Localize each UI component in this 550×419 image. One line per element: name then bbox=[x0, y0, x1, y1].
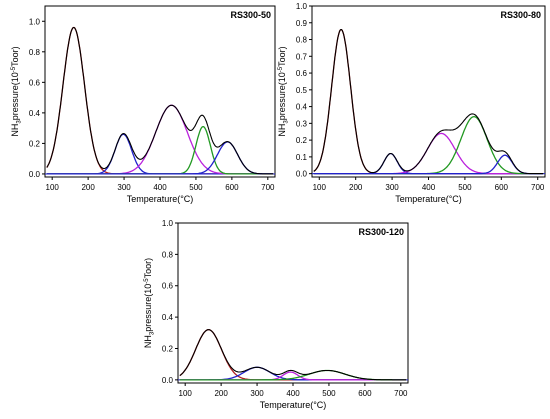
chart-title: RS300-120 bbox=[358, 227, 404, 237]
x-tick-label: 100 bbox=[313, 183, 327, 192]
x-tick-label: 100 bbox=[46, 183, 60, 192]
y-tick-label: 0.4 bbox=[162, 313, 174, 322]
chart-panel-1: 100 200 300 400 500 600 700 0.0 0.2 0.4 0.6 0.8 1.0 R… bbox=[10, 5, 276, 204]
peak-curve-4 bbox=[46, 126, 274, 175]
x-tick-label: 200 bbox=[81, 183, 95, 192]
envelope-curve bbox=[46, 26, 274, 175]
x-tick-label: 500 bbox=[189, 183, 203, 192]
envelope-curve bbox=[313, 29, 544, 175]
x-tick-label: 200 bbox=[349, 183, 363, 192]
y-tick-label: 1.0 bbox=[29, 17, 41, 26]
y-tick-label: 1.0 bbox=[296, 2, 308, 11]
y-tick-label: 0.4 bbox=[296, 103, 308, 112]
peak-curve-3 bbox=[313, 132, 544, 175]
y-tick-label: 0.5 bbox=[296, 86, 308, 95]
envelope-curve bbox=[179, 329, 407, 381]
x-axis-label: Temperature(°C) bbox=[127, 194, 194, 204]
peak-curve-4 bbox=[313, 115, 544, 175]
y-tick-label: 0.8 bbox=[296, 36, 308, 45]
x-tick-label: 500 bbox=[458, 183, 472, 192]
chart-panel-3: 100 200 300 400 500 600 700 0.0 0.2 0.4 0.6 0.8 1.0 R… bbox=[143, 219, 409, 410]
x-tick-label: 600 bbox=[495, 183, 509, 192]
x-tick-label: 600 bbox=[225, 183, 239, 192]
plot-frame bbox=[177, 222, 409, 384]
x-tick-label: 600 bbox=[358, 389, 372, 398]
y-tick-label: 0.4 bbox=[29, 109, 41, 118]
chart-title: RS300-50 bbox=[230, 10, 271, 20]
x-tick-label: 700 bbox=[531, 183, 545, 192]
chart-panel-2: 100 200 300 400 500 600 700 0.0 0.1 0.2 0.3 0.4 0.5 0… bbox=[277, 2, 546, 204]
y-axis-label: NH3pressure(10-5Toor) bbox=[143, 258, 156, 348]
x-tick-label: 200 bbox=[214, 389, 228, 398]
y-tick-label: 0.7 bbox=[296, 52, 308, 61]
y-tick-label: 0.2 bbox=[162, 344, 174, 353]
y-tick-label: 0.2 bbox=[296, 136, 308, 145]
y-tick-label: 0.0 bbox=[162, 376, 174, 385]
peak-curve-2 bbox=[46, 133, 274, 175]
y-tick-label: 0.8 bbox=[29, 48, 41, 57]
y-tick-label: 0.0 bbox=[29, 170, 41, 179]
y-tick-label: 0.6 bbox=[29, 78, 41, 87]
x-tick-label: 500 bbox=[322, 389, 336, 398]
chart-title: RS300-80 bbox=[500, 10, 541, 20]
y-tick-label: 1.0 bbox=[162, 219, 174, 228]
peak-curve-5 bbox=[313, 154, 544, 175]
peak-curve-1 bbox=[313, 28, 544, 175]
y-tick-label: 0.6 bbox=[296, 69, 308, 78]
y-tick-label: 0.0 bbox=[296, 170, 308, 179]
y-tick-label: 0.1 bbox=[296, 153, 308, 162]
x-tick-label: 700 bbox=[261, 183, 275, 192]
y-tick-label: 0.6 bbox=[162, 282, 174, 291]
x-tick-label: 300 bbox=[250, 389, 264, 398]
plot-frame bbox=[44, 5, 276, 178]
x-tick-label: 400 bbox=[286, 389, 300, 398]
y-tick-label: 0.9 bbox=[296, 19, 308, 28]
x-tick-label: 400 bbox=[422, 183, 436, 192]
y-tick-label: 0.3 bbox=[296, 119, 308, 128]
y-tick-label: 0.8 bbox=[162, 250, 174, 259]
x-tick-label: 100 bbox=[179, 389, 193, 398]
x-axis-label: Temperature(°C) bbox=[260, 400, 327, 410]
x-tick-label: 300 bbox=[117, 183, 131, 192]
peak-curve-1 bbox=[46, 26, 274, 175]
x-tick-label: 700 bbox=[394, 389, 408, 398]
x-tick-label: 400 bbox=[153, 183, 167, 192]
y-axis-label: NH3pressure(10-5Toor) bbox=[10, 46, 23, 136]
x-tick-label: 300 bbox=[385, 183, 399, 192]
peak-curve-3 bbox=[46, 104, 274, 175]
plot-frame bbox=[311, 5, 546, 178]
x-axis-label: Temperature(°C) bbox=[395, 194, 462, 204]
y-tick-label: 0.2 bbox=[29, 139, 41, 148]
y-axis-label: NH3pressure(10-5Toor) bbox=[277, 46, 290, 136]
